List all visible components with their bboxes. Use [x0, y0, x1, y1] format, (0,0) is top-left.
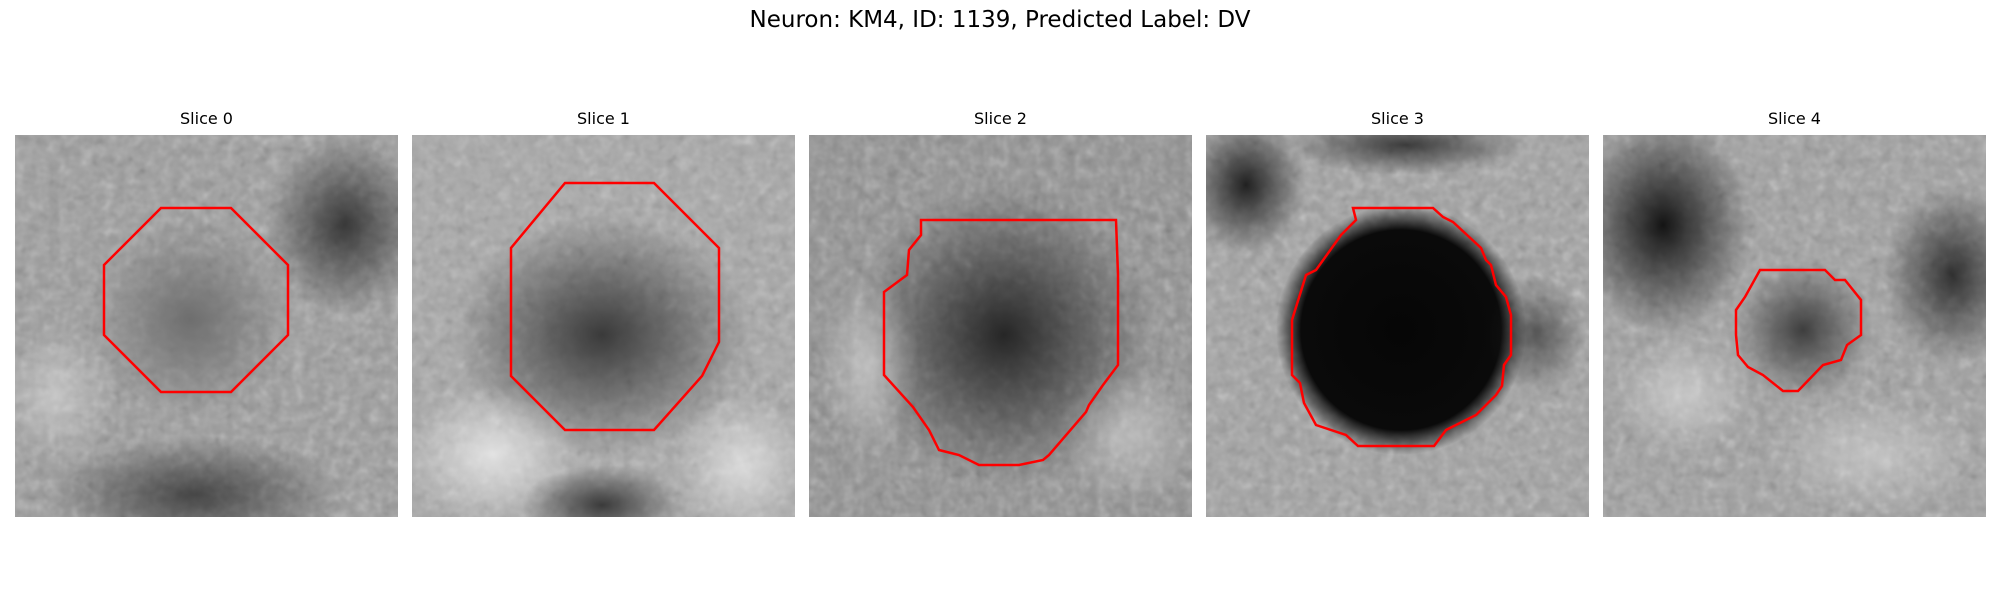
- slice-image-3: [1206, 135, 1589, 517]
- slice-image-2: [809, 135, 1192, 517]
- cell-contour: [1290, 206, 1513, 448]
- slice-title-4: Slice 4: [1768, 109, 1821, 128]
- slice-image-0: [15, 135, 398, 517]
- slice-title-2: Slice 2: [974, 109, 1027, 128]
- cell-contour: [509, 181, 721, 432]
- cell-contour: [102, 206, 290, 394]
- slice-title-1: Slice 1: [577, 109, 630, 128]
- cell-contour: [882, 218, 1120, 467]
- cell-contour: [1734, 268, 1863, 393]
- slice-image-4: [1603, 135, 1986, 517]
- slice-image-1: [412, 135, 795, 517]
- figure-title: Neuron: KM4, ID: 1139, Predicted Label: …: [749, 7, 1251, 33]
- slice-title-0: Slice 0: [180, 109, 233, 128]
- slice-title-3: Slice 3: [1371, 109, 1424, 128]
